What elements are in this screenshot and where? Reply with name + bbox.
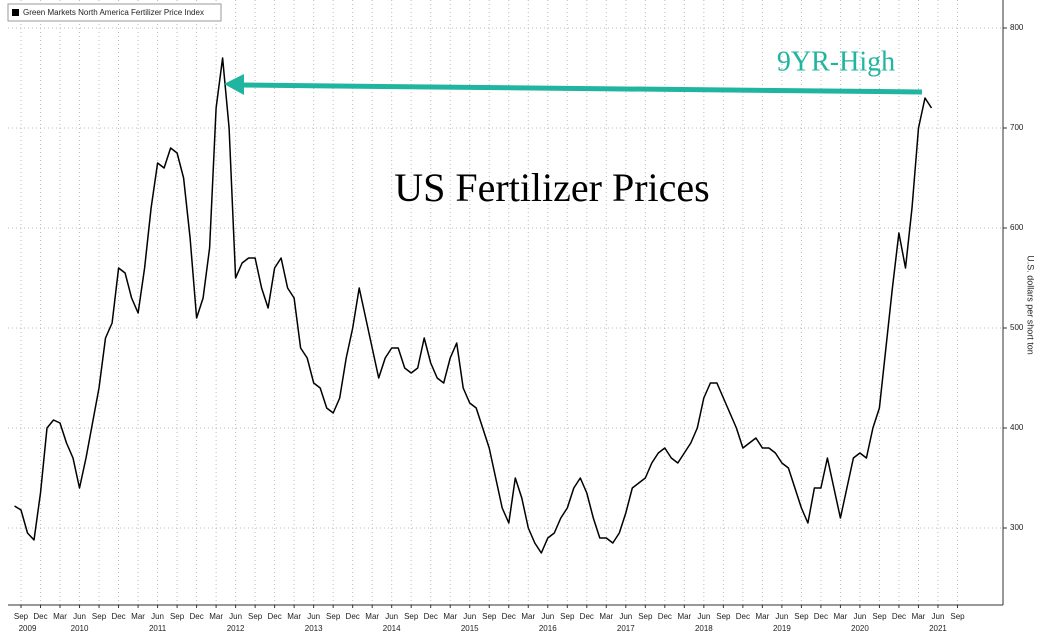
year-label: 2011 [149,624,167,633]
x-tick-label: Mar [834,612,848,621]
year-label: 2017 [617,624,635,633]
x-tick-label: Mar [53,612,67,621]
x-tick-label: Dec [580,612,594,621]
x-tick-label: Sep [794,612,809,621]
x-tick-label: Jun [853,612,866,621]
x-tick-label: Sep [92,612,107,621]
x-tick-label: Mar [755,612,769,621]
x-tick-label: Dec [346,612,360,621]
x-tick-label: Sep [14,612,29,621]
x-tick-label: Sep [404,612,419,621]
x-tick-label: Jun [229,612,242,621]
x-tick-label: Mar [521,612,535,621]
x-tick-label: Mar [443,612,457,621]
x-tick-label: Sep [248,612,263,621]
year-label: 2019 [773,624,791,633]
x-tick-label: Dec [892,612,906,621]
x-tick-label: Jun [619,612,632,621]
legend-label: Green Markets North America Fertilizer P… [23,8,204,17]
x-tick-label: Sep [638,612,653,621]
x-tick-label: Jun [151,612,164,621]
year-label: 2016 [539,624,557,633]
legend-box [7,3,222,22]
x-tick-label: Sep [482,612,497,621]
x-tick-label: Dec [111,612,125,621]
year-label: 2021 [929,624,947,633]
x-tick-label: Sep [716,612,731,621]
x-tick-label: Sep [560,612,575,621]
year-label: 2013 [305,624,323,633]
x-tick-label: Jun [385,612,398,621]
year-label: 2010 [71,624,89,633]
year-label: 2020 [851,624,869,633]
year-label: 2018 [695,624,713,633]
x-tick-label: Jun [697,612,710,621]
x-tick-label: Dec [424,612,438,621]
y-axis-label: U.S. dollars per short ton [1026,255,1036,355]
y-tick-label: 600 [1010,223,1024,232]
x-tick-label: Sep [170,612,185,621]
annotation: 9YR-High [777,46,895,77]
year-label: 2009 [19,624,37,633]
x-tick-label: Dec [33,612,47,621]
x-tick-label: Jun [932,612,945,621]
year-label: 2015 [461,624,479,633]
x-tick-label: Sep [950,612,965,621]
x-tick-label: Dec [268,612,282,621]
y-tick-label: 700 [1010,123,1024,132]
legend-swatch [12,9,19,16]
x-tick-label: Mar [131,612,145,621]
x-tick-label: Mar [209,612,223,621]
y-tick-label: 800 [1010,23,1024,32]
x-tick-label: Jun [541,612,554,621]
y-tick-label: 400 [1010,423,1024,432]
x-tick-label: Mar [365,612,379,621]
x-tick-label: Mar [912,612,926,621]
x-tick-label: Jun [73,612,86,621]
x-tick-label: Dec [814,612,828,621]
year-label: 2014 [383,624,401,633]
x-tick-label: Mar [287,612,301,621]
x-tick-label: Mar [599,612,613,621]
x-tick-label: Sep [326,612,341,621]
arrow-head [224,74,244,95]
arrow [239,82,923,95]
x-tick-label: Jun [307,612,320,621]
x-tick-label: Dec [502,612,516,621]
line [14,57,933,554]
x-tick-label: Jun [775,612,788,621]
x-tick-label: Dec [189,612,203,621]
year-label: 2012 [227,624,245,633]
chart-title: US Fertilizer Prices [394,165,710,210]
x-tick-label: Dec [658,612,672,621]
y-tick-label: 500 [1010,323,1024,332]
x-tick-label: Mar [677,612,691,621]
x-tick-label: Jun [463,612,476,621]
y-tick-label: 300 [1010,523,1024,532]
x-tick-label: Sep [872,612,887,621]
x-tick-label: Dec [736,612,750,621]
